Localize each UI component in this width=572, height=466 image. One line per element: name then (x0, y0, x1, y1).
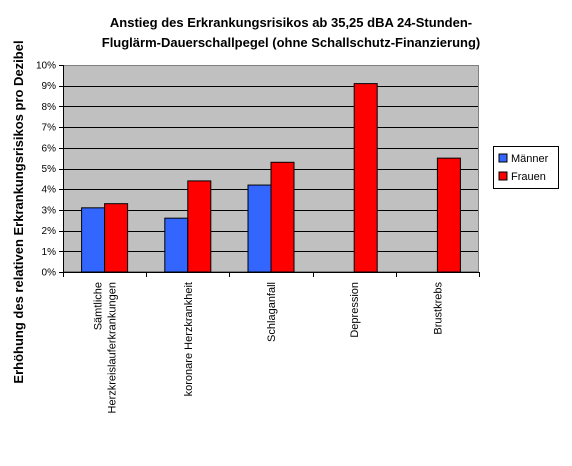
x-category-label: Brustkrebs (432, 282, 444, 335)
axes (59, 65, 480, 277)
x-category-label: Herzkreislauferkrankungen (107, 282, 119, 413)
bar-männer-1 (164, 217, 189, 273)
y-tick-label: 10% (36, 61, 56, 72)
bar-frauen-3 (353, 83, 378, 273)
x-category-label: koronare Herzkrankheit (183, 282, 195, 396)
x-category-label: Sämtliche (93, 282, 105, 330)
y-axis-label: Erhöhung des relativen Erkrankungsrisiko… (11, 40, 26, 383)
bar-frauen-2 (270, 161, 295, 273)
y-tick-labels: 0% 1% 2% 3% 4% 5% 6% 7% 8% 9% 10% (36, 61, 56, 279)
bar-frauen-4 (436, 157, 461, 273)
bar-männer-0 (81, 207, 106, 273)
y-tick-label: 0% (42, 268, 57, 279)
legend-swatch-männer (498, 153, 508, 163)
y-tick-label: 7% (42, 123, 57, 134)
bar-männer-2 (247, 184, 272, 273)
y-tick-label: 2% (42, 226, 57, 237)
x-category-label: Schlaganfall (266, 282, 278, 342)
x-category-label: Depression (349, 282, 361, 338)
y-tick-label: 4% (42, 185, 57, 196)
chart-title-line: Anstieg des Erkrankungsrisikos ab 35,25 … (110, 15, 472, 30)
y-tick-label: 9% (42, 81, 57, 92)
y-tick-label: 8% (42, 102, 57, 113)
legend-swatch-frauen (498, 171, 508, 181)
x-category-labels: Sämtliche Herzkreislauferkrankungen korona… (93, 282, 445, 414)
y-tick-label: 1% (42, 247, 57, 258)
y-tick-label: 3% (42, 205, 57, 216)
bar-frauen-1 (187, 180, 212, 273)
legend: Männer Frauen (493, 146, 559, 189)
chart-title: Anstieg des Erkrankungsrisikos ab 35,25 … (102, 15, 481, 50)
bar-frauen-0 (104, 203, 129, 273)
chart-title-line: Fluglärm-Dauerschallpegel (ohne Schallsc… (102, 35, 481, 50)
bars (81, 83, 461, 273)
y-tick-label: 5% (42, 164, 57, 175)
y-axis-label-group: Erhöhung des relativen Erkrankungsrisiko… (11, 40, 26, 383)
legend-label-männer: Männer (511, 153, 549, 165)
legend-label-frauen: Frauen (511, 171, 546, 183)
y-tick-label: 6% (42, 143, 57, 154)
